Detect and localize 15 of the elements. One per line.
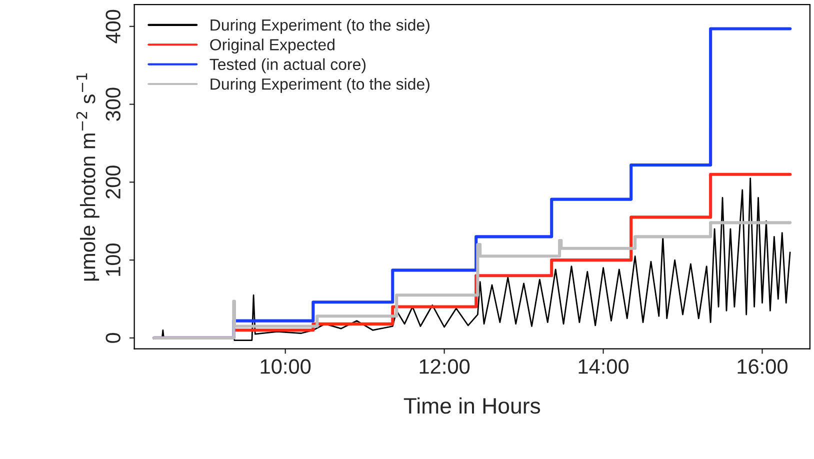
legend-label: Original Expected (210, 38, 334, 54)
y-tick-label: 400 (106, 10, 120, 44)
y-tick-label: 0 (106, 332, 120, 343)
legend-label: Tested (in actual core) (210, 58, 366, 74)
x-axis-title: Time in Hours (404, 397, 540, 414)
legend-label: During Experiment (to the side) (210, 18, 430, 34)
x-tick-label: 16:00 (738, 359, 788, 374)
legend-label: During Experiment (to the side) (210, 78, 430, 93)
y-tick-label: 200 (106, 166, 120, 198)
x-tick-label: 10:00 (260, 359, 311, 374)
x-tick-label: 14:00 (578, 359, 629, 374)
y-axis-title: μmole photon m$^{−2}$ s$^{−1}$ (76, 73, 100, 281)
y-tick-label: 300 (106, 88, 120, 121)
x-tick-label: 12:00 (420, 359, 470, 374)
y-tick-label: 100 (106, 243, 120, 276)
